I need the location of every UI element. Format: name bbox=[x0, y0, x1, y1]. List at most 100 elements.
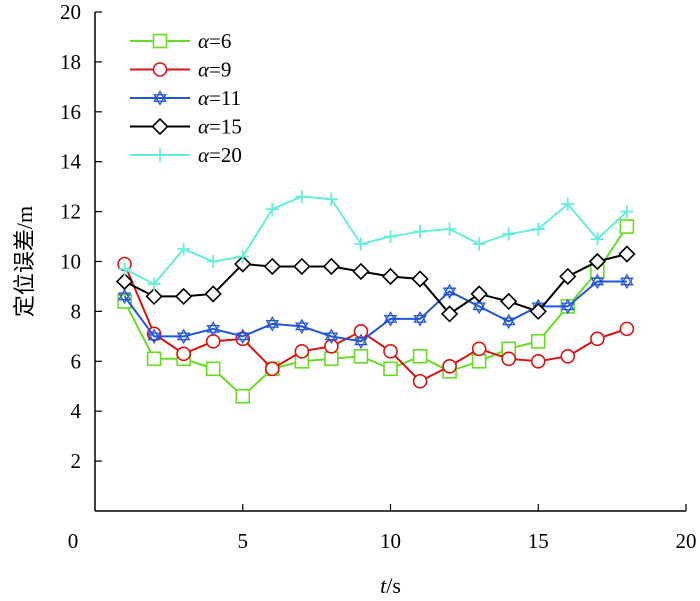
data-point-square bbox=[471, 353, 487, 369]
star-triangle-down bbox=[265, 319, 280, 332]
y-tick-label: 14 bbox=[60, 150, 82, 174]
legend-value: 11 bbox=[221, 86, 241, 110]
data-point-star bbox=[501, 313, 516, 330]
data-point-circle bbox=[294, 344, 310, 359]
series-alpha-11 bbox=[117, 273, 634, 350]
legend-eq: = bbox=[209, 29, 221, 53]
data-point-star bbox=[472, 298, 486, 315]
legend-value: 6 bbox=[221, 29, 232, 53]
data-point-diamond bbox=[151, 117, 169, 136]
y-tick-label: 8 bbox=[71, 299, 82, 323]
star-triangle-down bbox=[147, 332, 161, 345]
star-triangle-down bbox=[117, 292, 132, 305]
data-point-plus bbox=[354, 237, 368, 251]
data-point-star bbox=[442, 283, 457, 300]
data-point-diamond bbox=[411, 270, 429, 288]
x-tick-label: 5 bbox=[238, 529, 249, 553]
legend-eq: = bbox=[209, 86, 221, 110]
data-point-diamond bbox=[500, 292, 518, 311]
x-tick-label: 20 bbox=[676, 529, 697, 553]
star-triangle-up bbox=[295, 318, 309, 331]
data-point-diamond bbox=[618, 245, 636, 263]
legend-label: α=11 bbox=[198, 86, 241, 110]
y-tick-label: 16 bbox=[60, 100, 81, 124]
legend-value: 15 bbox=[221, 115, 242, 139]
star-triangle-up bbox=[354, 333, 368, 346]
x-tick-label: 15 bbox=[528, 529, 549, 553]
data-point-circle bbox=[412, 373, 428, 389]
data-point-square bbox=[146, 351, 162, 367]
data-point-diamond bbox=[559, 267, 577, 286]
star-triangle-up bbox=[413, 311, 427, 323]
data-point-star bbox=[354, 333, 368, 350]
star-triangle-up bbox=[147, 328, 161, 341]
star-triangle-up bbox=[442, 283, 457, 296]
star-triangle-down bbox=[176, 332, 191, 345]
data-point-circle bbox=[560, 349, 576, 364]
data-point-square bbox=[530, 334, 546, 349]
data-point-diamond bbox=[175, 287, 193, 306]
legend-eq: = bbox=[209, 143, 221, 167]
data-point-plus bbox=[561, 197, 575, 211]
star-triangle-down bbox=[442, 287, 457, 300]
data-point-circle bbox=[530, 353, 546, 369]
data-point-plus bbox=[206, 255, 220, 268]
star-triangle-down bbox=[354, 337, 368, 350]
data-point-star bbox=[324, 328, 339, 345]
data-point-square bbox=[152, 33, 168, 49]
star-triangle-down bbox=[413, 314, 427, 327]
data-point-diamond bbox=[529, 302, 547, 321]
y-tick-label: 6 bbox=[71, 349, 82, 373]
star-triangle-up bbox=[176, 328, 191, 341]
series-alpha-15 bbox=[115, 245, 636, 323]
data-point-diamond bbox=[588, 252, 606, 271]
data-point-plus bbox=[384, 230, 397, 244]
star-triangle-up bbox=[117, 288, 132, 301]
star-triangle-up bbox=[153, 90, 167, 102]
legend-item: α=11 bbox=[130, 86, 241, 110]
data-point-circle bbox=[176, 346, 191, 362]
data-point-star bbox=[561, 298, 575, 315]
axes: 2 4 6 8 10 12 14 16 18 20 0 5 10 15 20 t/s 定位误差/m bbox=[12, 0, 697, 598]
x-axis-title: t/s bbox=[380, 573, 401, 598]
star-triangle-down bbox=[590, 277, 605, 290]
series-alpha-20 bbox=[118, 190, 634, 291]
data-point-star bbox=[117, 288, 132, 305]
legend-var: α bbox=[198, 143, 210, 167]
data-point-circle bbox=[471, 341, 487, 357]
y-axis-title: 定位误差/m bbox=[12, 206, 37, 317]
star-triangle-down bbox=[501, 317, 516, 330]
data-point-plus bbox=[118, 262, 132, 276]
data-point-diamond bbox=[381, 267, 400, 286]
data-point-plus bbox=[443, 222, 457, 236]
data-point-circle bbox=[383, 344, 398, 359]
series-line bbox=[123, 226, 628, 398]
star-triangle-up bbox=[472, 298, 486, 311]
data-point-plus bbox=[472, 237, 486, 251]
star-triangle-down bbox=[324, 332, 339, 345]
data-point-star bbox=[620, 273, 634, 290]
legend-label: α=15 bbox=[198, 115, 242, 139]
y-tick-label: 20 bbox=[60, 0, 81, 24]
star-triangle-up bbox=[206, 321, 220, 333]
legend-var: α bbox=[198, 115, 210, 139]
legend-item: α=6 bbox=[130, 29, 231, 53]
data-point-plus bbox=[153, 148, 167, 162]
data-point-circle bbox=[442, 358, 457, 374]
legend-var: α bbox=[198, 29, 210, 53]
y-tick-label: 18 bbox=[60, 50, 81, 74]
star-triangle-down bbox=[561, 302, 575, 315]
legend: α=6α=9α=11α=15α=20 bbox=[130, 29, 242, 167]
star-triangle-up bbox=[620, 273, 634, 286]
data-point-plus bbox=[177, 242, 191, 256]
legend-label: α=20 bbox=[198, 143, 242, 167]
series-alpha-9 bbox=[117, 256, 635, 389]
star-triangle-up bbox=[383, 311, 398, 323]
data-point-star bbox=[153, 90, 167, 106]
data-point-diamond bbox=[145, 287, 163, 306]
legend-item: α=15 bbox=[130, 115, 242, 139]
star-triangle-up bbox=[265, 316, 280, 328]
data-point-plus bbox=[265, 202, 279, 216]
data-point-diamond bbox=[322, 257, 341, 276]
star-triangle-up bbox=[501, 313, 516, 326]
